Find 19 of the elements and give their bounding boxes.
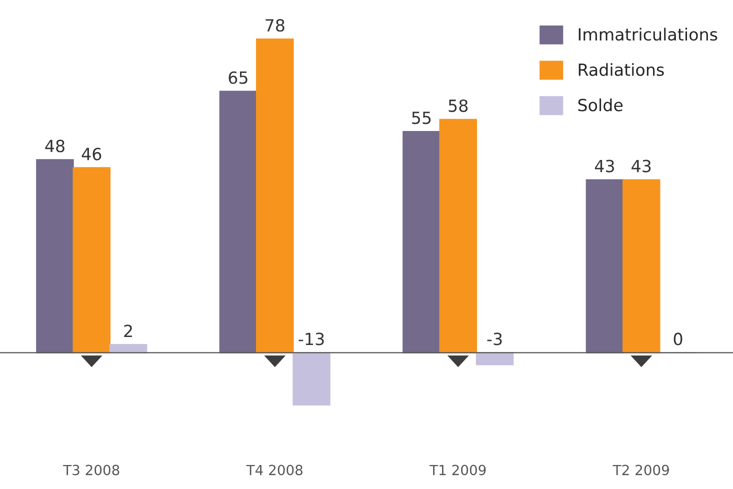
data-label: 48 [45,140,64,152]
legend-label: Radiations [578,63,664,76]
legend-label: Immatriculations [578,28,718,41]
data-label: 43 [632,160,651,172]
data-label: -13 [298,332,324,346]
data-label: 78 [266,19,284,32]
data-label: 43 [594,160,614,172]
data-label: 65 [228,71,248,84]
data-label: -3 [487,332,502,346]
x-tick-label: T4 2008 [246,464,302,476]
data-label: 46 [82,148,102,160]
data-label: 55 [412,112,431,124]
data-label: 2 [124,324,132,337]
data-label: 58 [448,99,468,112]
x-tick-label: T1 2009 [430,464,486,476]
data-label: 0 [674,332,682,346]
x-tick-label: T2 2009 [612,464,669,476]
x-tick-label: T3 2008 [63,464,120,476]
legend-label: Solde [578,98,623,112]
